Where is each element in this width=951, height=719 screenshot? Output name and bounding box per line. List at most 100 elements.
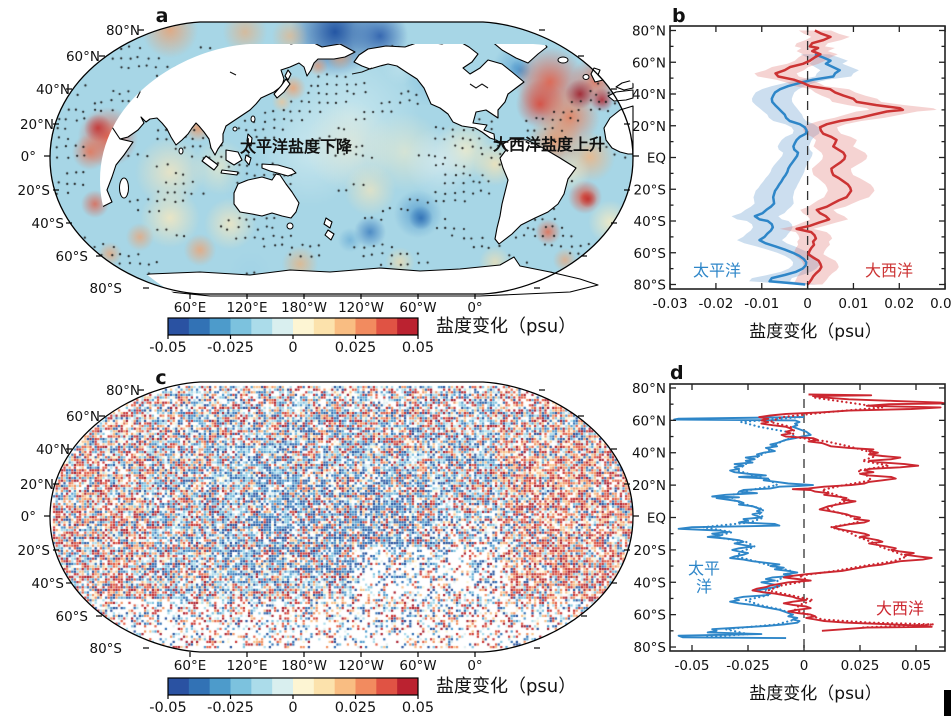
map-lat-label: 80°N (106, 383, 140, 399)
panel-letter-a: a (156, 5, 169, 27)
x-tick-label: 0.02 (884, 296, 914, 312)
colorbar-tick-label: -0.025 (207, 700, 254, 716)
series-line-solid (753, 53, 841, 286)
map-lat-label: 40°S (32, 216, 65, 232)
continent (285, 430, 291, 440)
map-lat-label: 60°N (66, 409, 100, 425)
continent (495, 499, 576, 604)
continent (494, 138, 577, 245)
map-lat-label: 40°N (36, 442, 70, 458)
corner-crop-artifact (944, 690, 951, 716)
x-tick-label: -0.02 (698, 296, 733, 312)
map-a: 80°N 60°N 40°N 20°N 0° 20°S 40°S 60°S80°S 60°E 12… (18, 5, 639, 316)
x-tick-label: 0.01 (838, 296, 868, 312)
profile-panel-d: 80°N 60°N 40°N 20°N EQ 20°S 40°S 60°S 80°S -0.05-… (632, 362, 946, 704)
legend-pacific-l1: 太平 (688, 559, 720, 578)
x-tick-label: 0 (803, 296, 812, 312)
y-tick-label: 60°N (632, 55, 666, 71)
annotation-pacific-decrease: 太平洋盐度下降 (239, 137, 353, 156)
legend-atlantic: 大西洋 (865, 261, 913, 280)
y-tick-label: 60°S (634, 246, 667, 262)
continent (244, 154, 252, 166)
legend-pacific-l2: 洋 (696, 577, 712, 596)
map-lat-label: 80°S (90, 281, 123, 297)
continent (262, 524, 296, 536)
continent (616, 440, 633, 450)
x-tick-label: -0.03 (653, 296, 688, 312)
colorbar-tick-label: 0.025 (335, 700, 377, 716)
y-tick-label: 60°N (632, 413, 666, 429)
panel-letter-c: c (155, 367, 166, 389)
map-lat-label: 60°S (56, 249, 89, 265)
continent (261, 163, 297, 177)
continent (324, 229, 335, 241)
map-lat-label: 60°N (66, 49, 100, 65)
y-tick-label: 20°N (632, 478, 666, 494)
x-axis-title: 盐度变化（psu） (749, 684, 881, 704)
x-tick-label: -0.01 (744, 296, 779, 312)
x-tick-label: -0.025 (726, 658, 770, 674)
continent (221, 530, 238, 535)
continent (604, 466, 633, 514)
continent (353, 44, 525, 145)
x-tick-label: 0.03 (930, 296, 951, 312)
map-lat-label: 20°N (20, 117, 54, 133)
y-tick-label: 40°S (634, 575, 667, 591)
colorbar-tick-label: -0.025 (207, 340, 254, 356)
continent (201, 155, 219, 171)
map-lat-label: 80°S (90, 641, 123, 657)
continent (226, 510, 242, 525)
map-lon-label: 120°E (226, 658, 267, 674)
map-lat-label: 20°N (20, 477, 54, 493)
map-lon-label: 0° (467, 300, 482, 316)
legend-atlantic: 大西洋 (876, 599, 924, 618)
series-line-dotted (767, 396, 935, 629)
map-lat-label: 0° (21, 509, 36, 525)
continent (354, 399, 524, 504)
continent (274, 439, 290, 458)
profile-panel-b: 80°N60°N40°N20°NEQ20°S40°S60°S80°S-0.03-… (632, 5, 951, 342)
map-lon-label: 60°E (174, 300, 206, 316)
map-lon-label: 60°W (399, 658, 436, 674)
y-tick-label: 80°N (632, 381, 666, 397)
colorbar-tick-label: 0 (288, 700, 297, 716)
y-tick-label: 60°S (634, 608, 667, 624)
x-tick-label: 0 (800, 658, 809, 674)
y-tick-label: 80°N (632, 24, 666, 40)
map-outline (49, 21, 634, 295)
x-axis-title: 盐度变化（psu） (749, 322, 881, 342)
map-lon-label: 60°W (399, 300, 436, 316)
continent (473, 44, 548, 64)
map-lon-label: 120°W (338, 658, 384, 674)
y-tick-label: 20°S (634, 182, 667, 198)
map-c-field-canvas (50, 382, 634, 652)
colorbar-tick-label: 0.025 (335, 340, 377, 356)
map-lat-label: 80°N (106, 23, 140, 39)
series-line-solid (673, 416, 814, 640)
continent (247, 494, 252, 506)
series-line-solid (774, 29, 905, 286)
x-tick-label: 0.025 (841, 658, 880, 674)
map-lat-label: 40°S (32, 576, 65, 592)
y-tick-label: 80°S (634, 278, 667, 294)
series-line-dotted (702, 416, 801, 639)
colorbar-title: 盐度变化（psu） (436, 316, 576, 337)
continent (245, 515, 251, 525)
map-outline (49, 381, 634, 653)
y-tick-label: 40°N (632, 87, 666, 103)
continent (202, 516, 218, 530)
continent (234, 534, 299, 578)
map-lat-label: 20°S (18, 543, 51, 559)
map-lon-label: 180°W (281, 300, 327, 316)
colorbar-tick-label: 0.05 (402, 700, 434, 716)
continent (324, 578, 332, 588)
panel-letter-d: d (670, 362, 684, 384)
colorbar-title: 盐度变化（psu） (436, 676, 576, 697)
panel-letter-b: b (672, 5, 686, 27)
continent (246, 133, 253, 147)
map-c: 80°N 60°N 40°N 20°N 0° 20°S 40°S 60°S80°S 60°E 12… (18, 367, 639, 674)
